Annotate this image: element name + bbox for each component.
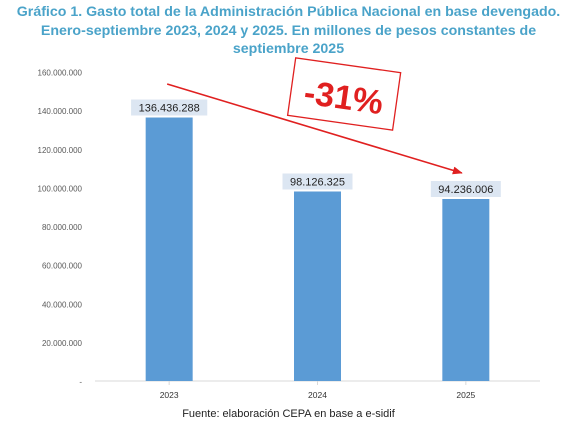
data-label: 98.126.325 xyxy=(290,176,345,188)
chart-title-line-2: Enero-septiembre 2023, 2024 y 2025. En m… xyxy=(40,22,537,39)
y-tick-label: 120.000.000 xyxy=(38,146,83,155)
bars xyxy=(145,117,490,381)
bar-2024 xyxy=(294,191,341,381)
trend-arrow xyxy=(166,83,463,175)
y-tick-label: 60.000.000 xyxy=(42,262,83,271)
y-tick-label: 20.000.000 xyxy=(42,339,83,348)
annotation-badge: -31% xyxy=(286,57,402,131)
y-tick-label: 80.000.000 xyxy=(42,223,83,232)
chart-title-line-3: septiembre 2025 xyxy=(232,41,345,57)
x-tick-label: 2024 xyxy=(308,390,327,400)
bar-2023 xyxy=(145,117,193,381)
data-labels: 136.436.288 98.126.325 94.236.006 xyxy=(131,99,501,198)
data-label-box xyxy=(131,99,208,116)
y-tick-label: 160.000.000 xyxy=(38,69,83,78)
bar-2025 xyxy=(442,199,490,381)
source-note: Fuente: elaboración CEPA en base a e-sid… xyxy=(182,408,395,420)
y-tick-label: - xyxy=(79,378,82,387)
x-axis: 2023 2024 2025 xyxy=(160,381,476,400)
y-tick-label: 140.000.000 xyxy=(38,107,83,116)
annotation-box xyxy=(286,57,402,131)
data-label: 94.236.006 xyxy=(438,184,493,196)
y-tick-label: 40.000.000 xyxy=(42,300,83,309)
data-label-box xyxy=(430,181,501,198)
x-tick-label: 2025 xyxy=(456,390,475,400)
data-label-box xyxy=(282,173,353,190)
trend-annotation: -31% xyxy=(166,57,463,175)
y-tick-label: 100.000.000 xyxy=(38,184,83,193)
data-label: 136.436.288 xyxy=(139,103,200,115)
x-tick-label: 2023 xyxy=(160,390,179,400)
chart-title: Gráfico 1. Gasto total de la Administrac… xyxy=(0,3,577,59)
chart-title-line-1: Gráfico 1. Gasto total de la Administrac… xyxy=(16,4,561,20)
